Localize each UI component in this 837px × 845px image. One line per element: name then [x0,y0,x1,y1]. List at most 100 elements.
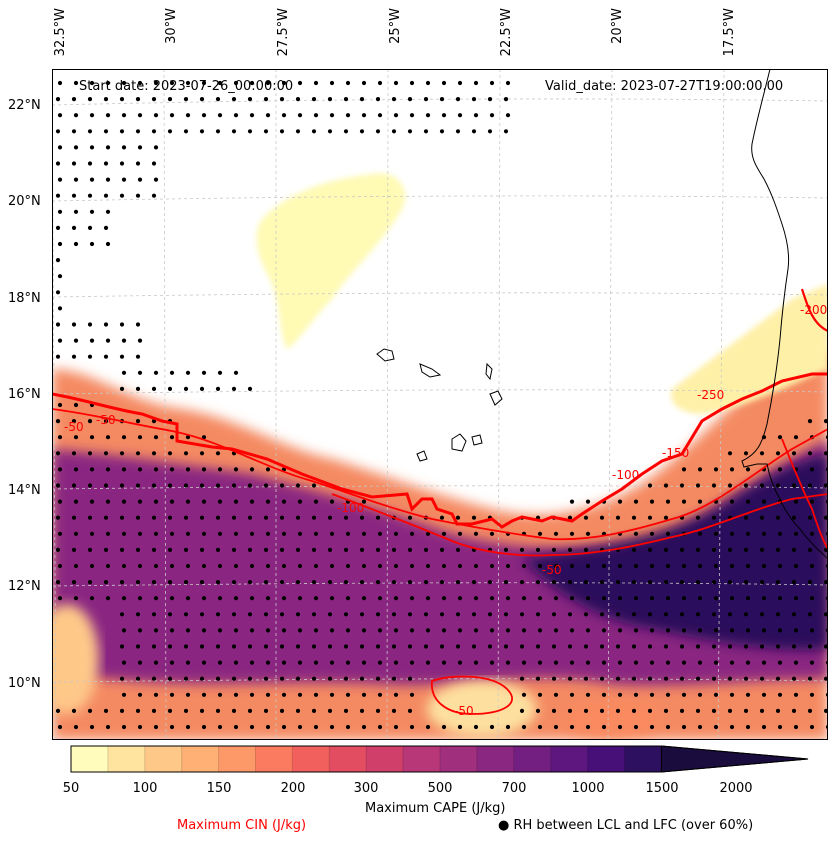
rh-dot [71,161,77,166]
rh-dot [391,612,397,617]
rh-dot [423,547,429,552]
rh-dot [167,386,173,391]
rh-dot [679,612,685,617]
rh-dot [503,612,509,617]
rh-dot [473,563,479,569]
rh-dot [167,129,173,134]
rh-dot [55,708,61,714]
rh-dot [457,628,463,633]
rh-dot [281,113,287,118]
rh-dot [295,676,301,681]
rh-dot [71,97,77,102]
rh-dot [631,547,637,552]
rh-dot [505,596,511,601]
rh-dot [599,580,605,585]
cape-verde-island-4 [489,390,503,406]
rh-dot [743,708,749,714]
rh-dot [617,660,623,665]
rh-dot [567,644,573,649]
rh-dot [87,419,93,424]
rh-dot [745,628,751,633]
rh-dot [409,724,415,730]
rh-dot [185,80,191,86]
colorbar-tick-100: 100 [132,781,158,796]
rh-dot [343,708,349,714]
rh-dot [135,547,141,552]
rh-dot [599,676,605,681]
rh-dot [311,580,317,585]
rh-dot [263,129,269,134]
rh-dot [679,708,685,714]
rh-dot [359,97,365,102]
rh-dot [89,467,95,472]
africa-coastline [741,69,828,560]
rh-dot [167,580,173,585]
rh-dot [119,644,125,649]
rh-dot [313,628,319,633]
rh-dot [89,596,95,601]
rh-dot [153,628,159,633]
rh-dot [567,708,573,714]
rh-legend: ● RH between LCL and LFC (over 60%) [498,818,754,833]
rh-dot [185,563,191,569]
rh-dot [503,547,509,552]
rh-dot [585,563,591,569]
rh-dot [823,580,828,585]
rh-dot [247,676,253,681]
rh-dot [743,547,749,552]
rh-dot [89,435,95,440]
rh-dot [489,563,495,569]
rh-dot [137,628,143,633]
rh-dot [233,628,239,633]
rh-dot [761,499,767,504]
colorbar-tick-500: 500 [427,781,453,796]
rh-dot [265,628,271,633]
rh-dot [535,644,541,649]
rh-dot [809,499,815,504]
rh-dot [551,580,557,585]
rh-dot [105,241,111,247]
rh-dot [73,435,79,440]
rh-dot [89,241,95,247]
rh-dot [135,676,141,681]
rh-dot [89,338,95,343]
rh-dot [455,97,461,102]
rh-dot [423,612,429,617]
rh-dot [377,563,383,569]
rh-dot [361,531,367,536]
cape-verde-island-6 [471,434,483,446]
rh-dot [697,628,703,633]
cape-verde-island-3 [485,362,493,381]
rh-dot [55,451,61,456]
rh-dot [137,499,143,504]
rh-dot [343,97,349,102]
colorbar-segment [513,746,552,772]
rh-dot [329,596,335,601]
rh-dot [729,499,735,504]
rh-dot [135,322,141,327]
rh-dot [57,435,63,440]
rh-dot [263,676,269,681]
rh-dot [249,531,255,536]
rh-dot [423,129,429,134]
rh-dot [247,97,253,102]
cin-label-1: -50 [64,420,84,434]
rh-dot [807,419,813,424]
rh-dot [233,499,239,504]
rh-dot [793,724,799,730]
rh-dot [695,708,701,714]
rh-dot [247,129,253,134]
rh-dot [135,708,141,714]
rh-dot [119,547,125,552]
rh-dot [745,531,751,536]
rh-dot [663,547,669,552]
cape-verde-island-1 [376,348,395,362]
rh-dot [217,467,223,472]
rh-dot [151,612,157,617]
rh-dot [215,129,221,134]
rh-dot [135,386,141,391]
rh-dot [761,596,767,601]
rh-dot [55,97,61,102]
coastlines [376,69,828,560]
rh-dot [199,547,205,552]
